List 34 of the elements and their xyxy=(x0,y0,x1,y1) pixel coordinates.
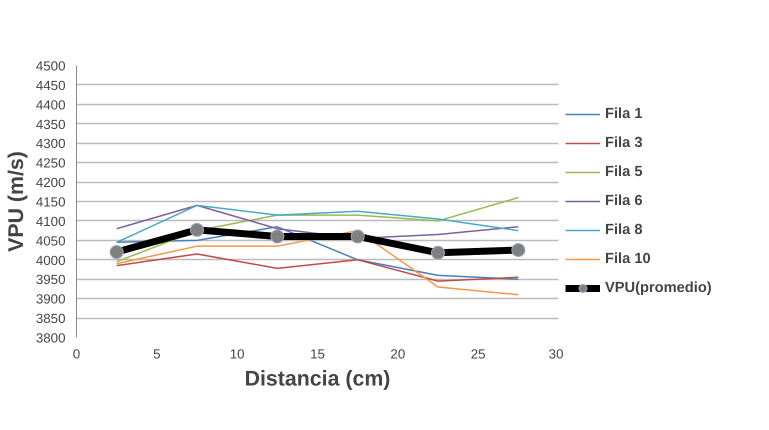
line-series xyxy=(116,196,520,262)
y-tick-label: 4450 xyxy=(36,78,66,93)
line-series xyxy=(116,253,520,282)
x-tick-label: 20 xyxy=(390,346,406,362)
legend-label: Fila 3 xyxy=(605,135,642,151)
y-tick-label: 4400 xyxy=(36,97,66,112)
line-series xyxy=(116,230,520,296)
x-axis-title: Distancia (cm) xyxy=(244,366,390,390)
x-tick-label: 0 xyxy=(72,346,80,362)
y-tick-label: 4150 xyxy=(36,194,66,210)
x-tick-label: 15 xyxy=(310,346,325,362)
y-tick-label: 3800 xyxy=(36,330,66,346)
y-tick-label: 4100 xyxy=(36,214,66,229)
y-tick-label: 4300 xyxy=(36,136,66,152)
legend-label: Fila 10 xyxy=(605,251,651,267)
x-tick-label: 25 xyxy=(470,346,486,362)
legend-label: Fila 5 xyxy=(605,164,642,180)
y-tick-label: 4250 xyxy=(36,156,66,171)
y-tick-label: 4000 xyxy=(36,252,66,268)
legend-label: Fila 1 xyxy=(605,106,642,122)
y-tick-label: 4200 xyxy=(36,175,66,190)
legend-label: Fila 6 xyxy=(605,193,642,209)
legend-label: VPU(promedio) xyxy=(605,280,712,296)
y-axis-title: VPU (m/s) xyxy=(4,151,28,252)
y-tick-label: 3900 xyxy=(36,292,66,307)
y-tick-label: 4050 xyxy=(36,233,66,248)
y-tick-label: 3850 xyxy=(36,311,66,326)
legend-label: Fila 8 xyxy=(605,222,642,238)
y-tick-label: 4500 xyxy=(36,58,66,74)
x-tick-label: 5 xyxy=(153,346,161,362)
y-tick-label: 3950 xyxy=(36,272,66,288)
x-tick-label: 10 xyxy=(230,346,245,362)
x-tick-label: 30 xyxy=(548,346,564,362)
y-tick-label: 4350 xyxy=(36,116,66,132)
